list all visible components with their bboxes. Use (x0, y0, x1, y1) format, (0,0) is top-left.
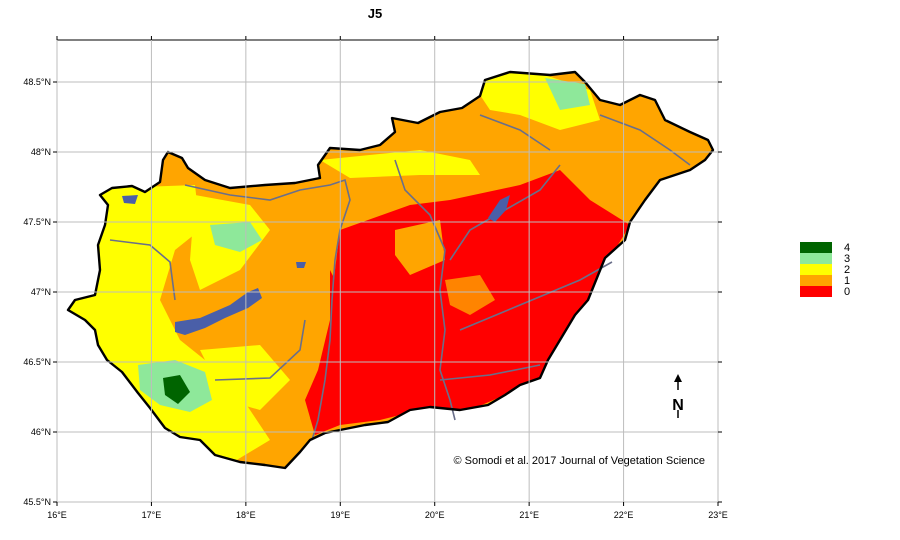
class-3-northeast (545, 78, 590, 110)
map-title: J5 (367, 6, 383, 21)
lake-tisza (488, 195, 510, 222)
legend-swatch (800, 253, 832, 264)
lake-velence (296, 262, 306, 268)
class-1-island (445, 275, 495, 315)
x-tick-label: 16°E (47, 510, 67, 520)
legend-label: 1 (844, 275, 850, 287)
class-0-danube (310, 270, 345, 420)
y-tick-label: 48.5°N (23, 77, 51, 87)
country-border (66, 70, 715, 470)
y-tick-label: 46°N (31, 427, 51, 437)
river-danube (184, 178, 351, 441)
river-sio (214, 319, 306, 381)
y-tick-label: 46.5°N (23, 357, 51, 367)
legend-label: 4 (844, 242, 850, 254)
class-2-south (200, 345, 290, 410)
grid-overlay (56, 40, 719, 503)
river-raba (109, 239, 176, 301)
north-label: N (672, 397, 684, 414)
river-bodrog (599, 114, 691, 166)
lake-ferto (122, 195, 138, 204)
legend-swatch (800, 242, 832, 253)
lakes (122, 195, 510, 335)
legend-swatch (800, 264, 832, 275)
class-4-area (163, 375, 190, 404)
class-2-west (68, 185, 270, 468)
north-arrow-icon: N (672, 374, 684, 418)
y-tick-label: 48°N (31, 147, 51, 157)
x-tick-label: 22°E (614, 510, 634, 520)
legend-swatch (800, 275, 832, 286)
hungary-suitability-map (68, 72, 713, 468)
river-tisza (394, 159, 456, 421)
y-tick-label: 47°N (31, 287, 51, 297)
legend-swatch (800, 286, 832, 297)
class-1-island (395, 220, 445, 275)
x-tick-label: 23°E (708, 510, 728, 520)
x-tick-label: 19°E (330, 510, 350, 520)
class-2-north (320, 150, 480, 178)
lake-balaton (175, 288, 262, 335)
class-3-west (210, 222, 262, 252)
x-tick-label: 17°E (142, 510, 162, 520)
x-tick-label: 21°E (519, 510, 539, 520)
legend-label: 0 (844, 286, 850, 298)
y-tick-label: 45.5°N (23, 497, 51, 507)
river-maros (439, 364, 541, 381)
legend-label: 2 (844, 264, 850, 276)
y-axis: 48.5°N 48°N 47.5°N 47°N 46.5°N 46°N 45.5°N (23, 77, 722, 507)
x-axis: 16°E 17°E 18°E 19°E 20°E 21°E 22°E 23°E (47, 36, 728, 520)
y-tick-label: 47.5°N (23, 217, 51, 227)
x-tick-label: 18°E (236, 510, 256, 520)
legend-label: 3 (844, 253, 850, 265)
credit-text: © Somodi et al. 2017 Journal of Vegetati… (454, 455, 706, 467)
x-tick-label: 20°E (425, 510, 445, 520)
river-sajo (479, 114, 551, 151)
